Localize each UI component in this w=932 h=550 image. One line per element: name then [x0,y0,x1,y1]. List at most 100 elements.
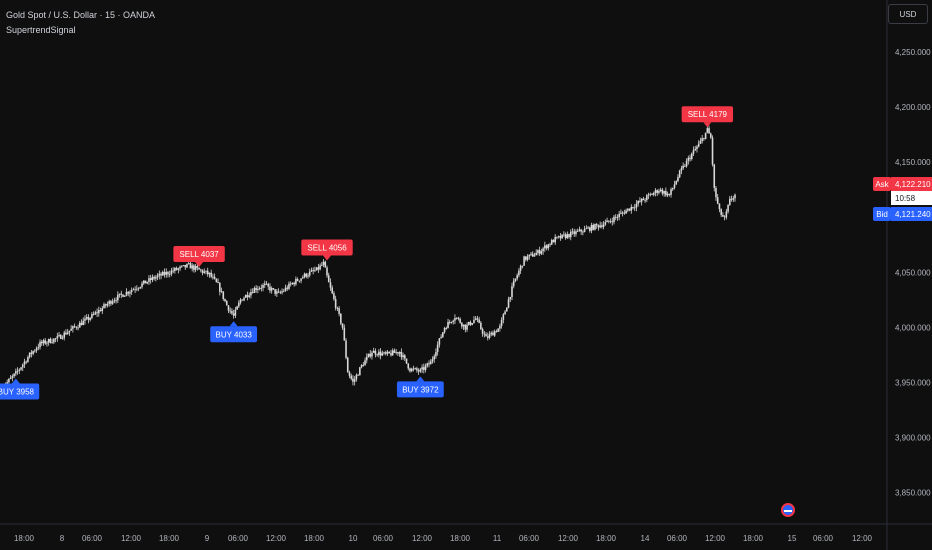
candle-body [314,270,316,272]
candle-body [623,212,626,214]
time-axis[interactable]: 18:00 8 06:00 12:00 18:00 9 06:00 12:00 18:00 10 0… [14,534,873,543]
candle-body [666,193,669,196]
candle-body [239,299,242,303]
candle-body [103,304,105,309]
candle-body [467,321,470,325]
candle-body [78,322,81,328]
candle-body [236,306,238,310]
time-tick-label: 18:00 [304,534,325,543]
candle-body [402,355,404,358]
candle-body [338,308,340,314]
candle-body [542,248,544,252]
time-tick-label: 18:00 [743,534,764,543]
candle-body [722,214,724,217]
candle-body [234,309,237,316]
price-tick-label: 4,250.000 [895,48,931,57]
candle-body [528,254,531,257]
candle-body [606,220,608,223]
candle-body [435,352,437,357]
candle-body [56,336,59,339]
candle-body [365,356,368,361]
time-tick-label: 12:00 [412,534,433,543]
candle-body [170,270,173,275]
us-flag-event-icon[interactable] [781,503,795,517]
candle-body [77,327,79,329]
candle-body [129,292,131,294]
candle-body [117,294,119,301]
candle-body [663,191,665,194]
candle-body [141,283,143,287]
candle-body [448,321,451,323]
candle-body [265,283,268,285]
candle-body [270,288,273,291]
sell-label-pointer [703,122,712,128]
candle-body [400,351,403,358]
candle-body [512,280,515,287]
candle-body [646,195,648,200]
candle-body [73,326,76,328]
candle-body [573,231,576,235]
candle-body [651,194,653,196]
candle-body [28,352,31,358]
candle-body [32,351,34,354]
candle-body [276,291,278,294]
buy-label-box [210,326,258,343]
candle-body [49,338,52,343]
candle-body [732,198,735,200]
candle-body [696,146,698,149]
candle-body [723,216,726,218]
candle-body [697,143,700,147]
candle-body [488,334,491,338]
candle-body [180,265,183,267]
candle-body [647,194,650,196]
candle-body [72,326,74,329]
candle-body [205,270,207,272]
candle-body [632,206,634,208]
candle-body [125,291,128,296]
candle-body [495,331,498,333]
candle-body [421,367,423,370]
candle-body [398,351,401,354]
candle-body [554,236,557,243]
candle-body [89,317,91,320]
candle-body [656,190,659,193]
bid-tag [873,207,891,221]
candle-body [670,189,672,195]
countdown-box [891,191,932,205]
candle-body [440,336,442,339]
candle-body [556,236,558,238]
candle-body [499,325,501,329]
candle-body [531,253,534,257]
candle-body [602,224,605,227]
candle-body [111,301,114,304]
candle-body [132,289,135,291]
candle-body [18,369,21,371]
candle-body [54,338,57,340]
indicator-name[interactable]: SupertrendSignal [6,25,76,35]
currency-selector[interactable]: USD [888,4,928,24]
candle-body [241,299,244,301]
bid-price-box [891,207,932,221]
candle-body [552,239,555,243]
candle-body [35,348,38,351]
time-tick-label: 15 [788,534,797,543]
price-tags: Ask 4,122.210 10:58 Bid 4,121.240 [873,177,932,221]
candle-body [82,320,85,326]
candle-body [455,317,458,319]
candle-body [433,356,435,360]
candle-body [585,228,588,230]
candle-body [307,275,309,277]
candle-body [40,341,43,344]
candle-body [70,328,72,331]
candle-body [588,227,591,231]
candle-body [189,263,192,269]
candle-body [692,150,695,154]
candle-body [381,353,384,356]
candle-body [471,323,474,325]
candle-body [620,212,622,214]
candle-body [628,208,631,211]
candle-body [404,355,406,359]
candle-body [734,194,736,199]
candle-body [516,275,518,279]
